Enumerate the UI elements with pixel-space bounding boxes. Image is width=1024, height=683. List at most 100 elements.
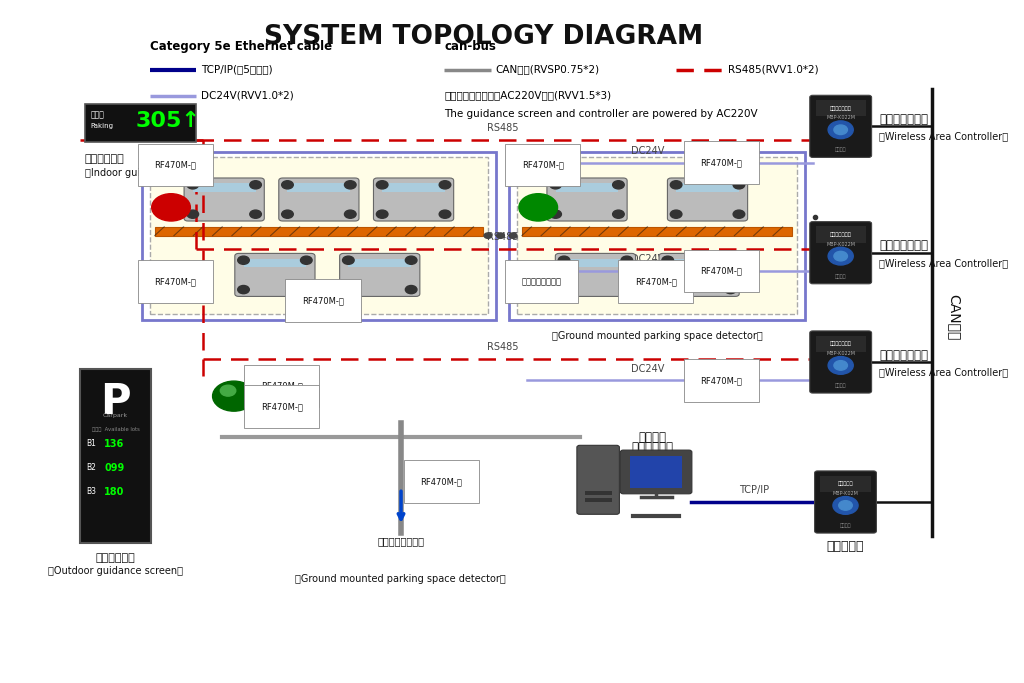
- FancyBboxPatch shape: [85, 104, 196, 141]
- Text: DC24V: DC24V: [631, 363, 665, 374]
- FancyBboxPatch shape: [547, 178, 627, 221]
- Text: 305↑: 305↑: [135, 111, 201, 131]
- Text: RF470M-主: RF470M-主: [155, 161, 197, 170]
- FancyBboxPatch shape: [234, 253, 315, 296]
- Circle shape: [662, 285, 674, 294]
- Circle shape: [439, 181, 451, 189]
- Text: P: P: [100, 381, 131, 423]
- FancyBboxPatch shape: [676, 184, 739, 192]
- Circle shape: [733, 210, 744, 219]
- Text: 集中控制器: 集中控制器: [826, 540, 864, 553]
- Circle shape: [187, 210, 199, 219]
- Text: 180: 180: [104, 487, 125, 497]
- Circle shape: [550, 181, 561, 189]
- Text: MBP-K022M: MBP-K022M: [826, 115, 855, 120]
- Text: 1－25个: 1－25个: [826, 221, 860, 232]
- FancyBboxPatch shape: [279, 178, 359, 221]
- Text: RS485: RS485: [486, 123, 518, 133]
- FancyBboxPatch shape: [810, 95, 871, 158]
- Circle shape: [612, 210, 625, 219]
- Text: RS485: RS485: [486, 342, 518, 352]
- Text: The guidance screen and controller are powered by AC220V: The guidance screen and controller are p…: [444, 109, 758, 119]
- Circle shape: [671, 181, 682, 189]
- Circle shape: [828, 247, 853, 265]
- FancyBboxPatch shape: [577, 445, 620, 514]
- Text: 136: 136: [104, 439, 125, 449]
- Text: （Wireless Area Controller）: （Wireless Area Controller）: [880, 132, 1009, 141]
- Text: （Ground mounted parking space detector）: （Ground mounted parking space detector）: [295, 574, 506, 584]
- Text: B3: B3: [86, 487, 96, 497]
- Text: CAN总线: CAN总线: [947, 294, 961, 341]
- Circle shape: [839, 501, 852, 510]
- Text: TCP/IP(趄5类网线): TCP/IP(趄5类网线): [201, 65, 272, 74]
- Text: 地贴式车位探测器: 地贴式车位探测器: [522, 277, 562, 286]
- Circle shape: [213, 381, 255, 411]
- Text: （Wireless Area Controller）: （Wireless Area Controller）: [880, 258, 1009, 268]
- Text: RF470M-主: RF470M-主: [261, 381, 303, 391]
- Text: 无线区域控制器: 无线区域控制器: [829, 342, 852, 346]
- Circle shape: [282, 181, 293, 189]
- FancyBboxPatch shape: [522, 227, 793, 236]
- Text: MBP-K02M: MBP-K02M: [833, 491, 858, 496]
- Text: （Wireless Area Controller）: （Wireless Area Controller）: [880, 367, 1009, 377]
- Text: （Indoor guidance screen）: （Indoor guidance screen）: [85, 168, 211, 178]
- FancyBboxPatch shape: [810, 331, 871, 393]
- FancyBboxPatch shape: [659, 253, 739, 296]
- Circle shape: [377, 181, 388, 189]
- Circle shape: [558, 285, 569, 294]
- Text: 万迪科技: 万迪科技: [835, 383, 847, 388]
- FancyBboxPatch shape: [815, 100, 866, 116]
- Circle shape: [406, 256, 417, 264]
- Circle shape: [406, 285, 417, 294]
- Text: B2: B2: [86, 463, 96, 473]
- FancyBboxPatch shape: [244, 259, 306, 267]
- FancyBboxPatch shape: [150, 157, 488, 314]
- FancyBboxPatch shape: [348, 259, 412, 267]
- FancyBboxPatch shape: [585, 491, 611, 495]
- Circle shape: [300, 285, 312, 294]
- Text: 万迪科技: 万迪科技: [840, 523, 851, 528]
- Circle shape: [725, 285, 736, 294]
- Text: CAN总线(RVSP0.75*2): CAN总线(RVSP0.75*2): [496, 65, 600, 74]
- FancyBboxPatch shape: [820, 475, 870, 492]
- Circle shape: [484, 233, 492, 238]
- Text: RS485(RVV1.0*2): RS485(RVV1.0*2): [728, 65, 818, 74]
- Circle shape: [152, 194, 190, 221]
- FancyBboxPatch shape: [815, 227, 866, 243]
- Text: RF470M-从: RF470M-从: [302, 296, 344, 305]
- Circle shape: [519, 194, 557, 221]
- Circle shape: [439, 210, 451, 219]
- Text: 空车位  Available lots: 空车位 Available lots: [91, 427, 139, 432]
- FancyBboxPatch shape: [184, 178, 264, 221]
- Circle shape: [250, 181, 261, 189]
- FancyBboxPatch shape: [155, 227, 483, 236]
- FancyBboxPatch shape: [585, 498, 611, 502]
- Circle shape: [187, 181, 199, 189]
- Circle shape: [509, 233, 517, 238]
- Circle shape: [343, 256, 354, 264]
- FancyBboxPatch shape: [555, 253, 636, 296]
- Circle shape: [828, 121, 853, 139]
- FancyBboxPatch shape: [80, 369, 151, 543]
- FancyBboxPatch shape: [810, 221, 871, 284]
- Text: SYSTEM TOPOLOGY DIAGRAM: SYSTEM TOPOLOGY DIAGRAM: [263, 24, 702, 50]
- FancyBboxPatch shape: [668, 178, 748, 221]
- Text: RF470M-主: RF470M-主: [700, 376, 742, 385]
- Text: Carpark: Carpark: [102, 413, 128, 418]
- Text: RF470M-从: RF470M-从: [420, 477, 462, 486]
- Circle shape: [834, 125, 848, 135]
- FancyBboxPatch shape: [815, 336, 866, 352]
- Circle shape: [621, 285, 633, 294]
- FancyBboxPatch shape: [288, 184, 350, 192]
- Circle shape: [497, 233, 505, 238]
- Text: RS485: RS485: [486, 232, 518, 242]
- Text: 系统管理平台: 系统管理平台: [631, 441, 673, 454]
- FancyBboxPatch shape: [193, 184, 256, 192]
- Circle shape: [834, 251, 848, 261]
- FancyBboxPatch shape: [382, 184, 445, 192]
- Text: （Ground mounted parking space detector）: （Ground mounted parking space detector）: [552, 331, 763, 342]
- FancyBboxPatch shape: [814, 471, 877, 533]
- Circle shape: [344, 181, 356, 189]
- Text: 集中控制器: 集中控制器: [838, 482, 853, 486]
- Circle shape: [550, 210, 561, 219]
